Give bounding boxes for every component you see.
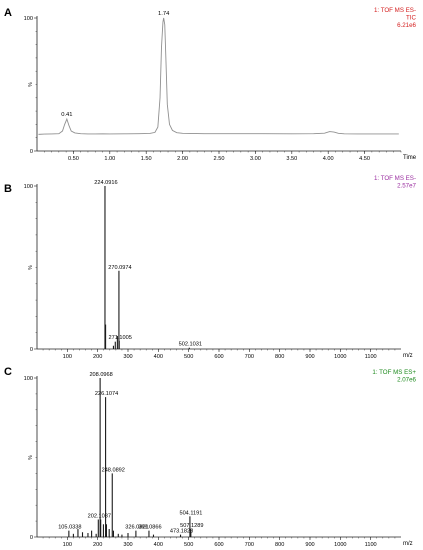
panel-c-peak-label: 208.0968 bbox=[89, 372, 112, 378]
panel-a-info-line: TIC bbox=[406, 15, 416, 22]
panel-c-x-tick-label: 200 bbox=[93, 542, 102, 548]
panel-a-peak-label: 1.74 bbox=[158, 11, 170, 17]
panel-c-peak-label: 248.0892 bbox=[102, 467, 125, 473]
panel-c-x-label: m/z bbox=[403, 541, 413, 547]
panel-b-x-tick-label: 400 bbox=[154, 354, 163, 360]
panel-a-info-line: 1: TOF MS ES- bbox=[374, 7, 416, 14]
panel-c-x-tick-label: 800 bbox=[275, 542, 284, 548]
panel-a-chromatogram-line bbox=[38, 17, 399, 135]
panel-c-peak-label: 507.1289 bbox=[180, 523, 203, 529]
panel-a-info-line: 6.21e6 bbox=[397, 22, 416, 29]
panel-c-x-tick-label: 100 bbox=[63, 542, 72, 548]
panel-c-x-tick-label: 700 bbox=[245, 542, 254, 548]
panel-a-x-tick-label: 4.50 bbox=[359, 156, 370, 162]
panel-c-peak-label: 504.1191 bbox=[179, 510, 202, 516]
panel-a-x-tick-label: 3.00 bbox=[250, 156, 261, 162]
panel-a-x-tick-label: 4.00 bbox=[323, 156, 334, 162]
panel-c-x-tick-label: 1000 bbox=[334, 542, 346, 548]
panel-c-peak-label: 105.0338 bbox=[58, 525, 81, 531]
panel-a-y-tick-label: 0 bbox=[30, 149, 33, 155]
panel-c-x-tick-label: 600 bbox=[214, 542, 223, 548]
panel-b-y-tick-label: 100 bbox=[24, 184, 33, 190]
panel-b-x-tick-label: 100 bbox=[63, 354, 72, 360]
panel-a-letter: A bbox=[4, 7, 12, 19]
panel-a-x-tick-label: 2.00 bbox=[177, 156, 188, 162]
panel-b-x-tick-label: 200 bbox=[93, 354, 102, 360]
panel-b-x-tick-label: 600 bbox=[214, 354, 223, 360]
panel-c-peak-label: 473.1828 bbox=[170, 529, 193, 535]
panel-b-x-label: m/z bbox=[403, 353, 413, 359]
panel-c-peak-label: 226.1074 bbox=[95, 391, 118, 397]
panel-b-peak-label: 502.1031 bbox=[179, 342, 202, 348]
panel-b-x-tick-label: 700 bbox=[245, 354, 254, 360]
panel-b-x-tick-label: 300 bbox=[123, 354, 132, 360]
panel-a-x-tick-label: 2.50 bbox=[214, 156, 225, 162]
panel-b-y-tick-label: 0 bbox=[30, 347, 33, 353]
panel-b-peak-label: 271.1005 bbox=[109, 335, 132, 341]
panel-c-x-tick-label: 400 bbox=[154, 542, 163, 548]
panel-b-peak-label: 224.0916 bbox=[94, 180, 117, 186]
panel-b-y-label: % bbox=[28, 265, 34, 270]
panel-a-y-label: % bbox=[28, 82, 34, 87]
panel-a-x-tick-label: 1.50 bbox=[141, 156, 152, 162]
panel-c-x-tick-label: 300 bbox=[123, 542, 132, 548]
panel-a-x-tick-label: 3.50 bbox=[286, 156, 297, 162]
panel-c-info-line: 2.07e6 bbox=[397, 377, 416, 384]
panel-a-x-tick-label: 0.50 bbox=[68, 156, 79, 162]
panel-c-x-tick-label: 500 bbox=[184, 542, 193, 548]
panel-b-x-tick-label: 800 bbox=[275, 354, 284, 360]
panel-c-y-tick-label: 0 bbox=[30, 535, 33, 541]
panel-c-peak-label: 326.0321 bbox=[125, 525, 148, 531]
panel-b-x-tick-label: 1000 bbox=[334, 354, 346, 360]
panel-b-info-line: 1: TOF MS ES- bbox=[374, 175, 416, 182]
panel-b-peak-label: 270.0974 bbox=[108, 265, 131, 271]
panel-c-y-tick-label: 100 bbox=[24, 376, 33, 382]
panel-b-info-line: 2.57e7 bbox=[397, 183, 416, 190]
panel-b-x-tick-label: 500 bbox=[184, 354, 193, 360]
panel-c-x-tick-label: 1100 bbox=[365, 542, 377, 548]
panel-c-x-tick-label: 900 bbox=[305, 542, 314, 548]
panel-c-y-label: % bbox=[28, 455, 34, 460]
panel-b-x-tick-label: 900 bbox=[305, 354, 314, 360]
panel-b-letter: B bbox=[4, 183, 12, 195]
panel-a-x-label: Time bbox=[403, 155, 417, 161]
panel-a-peak-label: 0.41 bbox=[61, 112, 72, 118]
panel-a-x-tick-label: 1.00 bbox=[104, 156, 115, 162]
panel-c-letter: C bbox=[4, 366, 12, 378]
panel-c-peak-label: 202.1087 bbox=[88, 514, 111, 520]
panel-c-info-line: 1: TOF MS ES+ bbox=[372, 369, 416, 376]
panel-a-y-tick-label: 100 bbox=[24, 16, 33, 22]
panel-c-peak-label: 369.0866 bbox=[138, 525, 161, 531]
panel-b-x-tick-label: 1100 bbox=[365, 354, 377, 360]
